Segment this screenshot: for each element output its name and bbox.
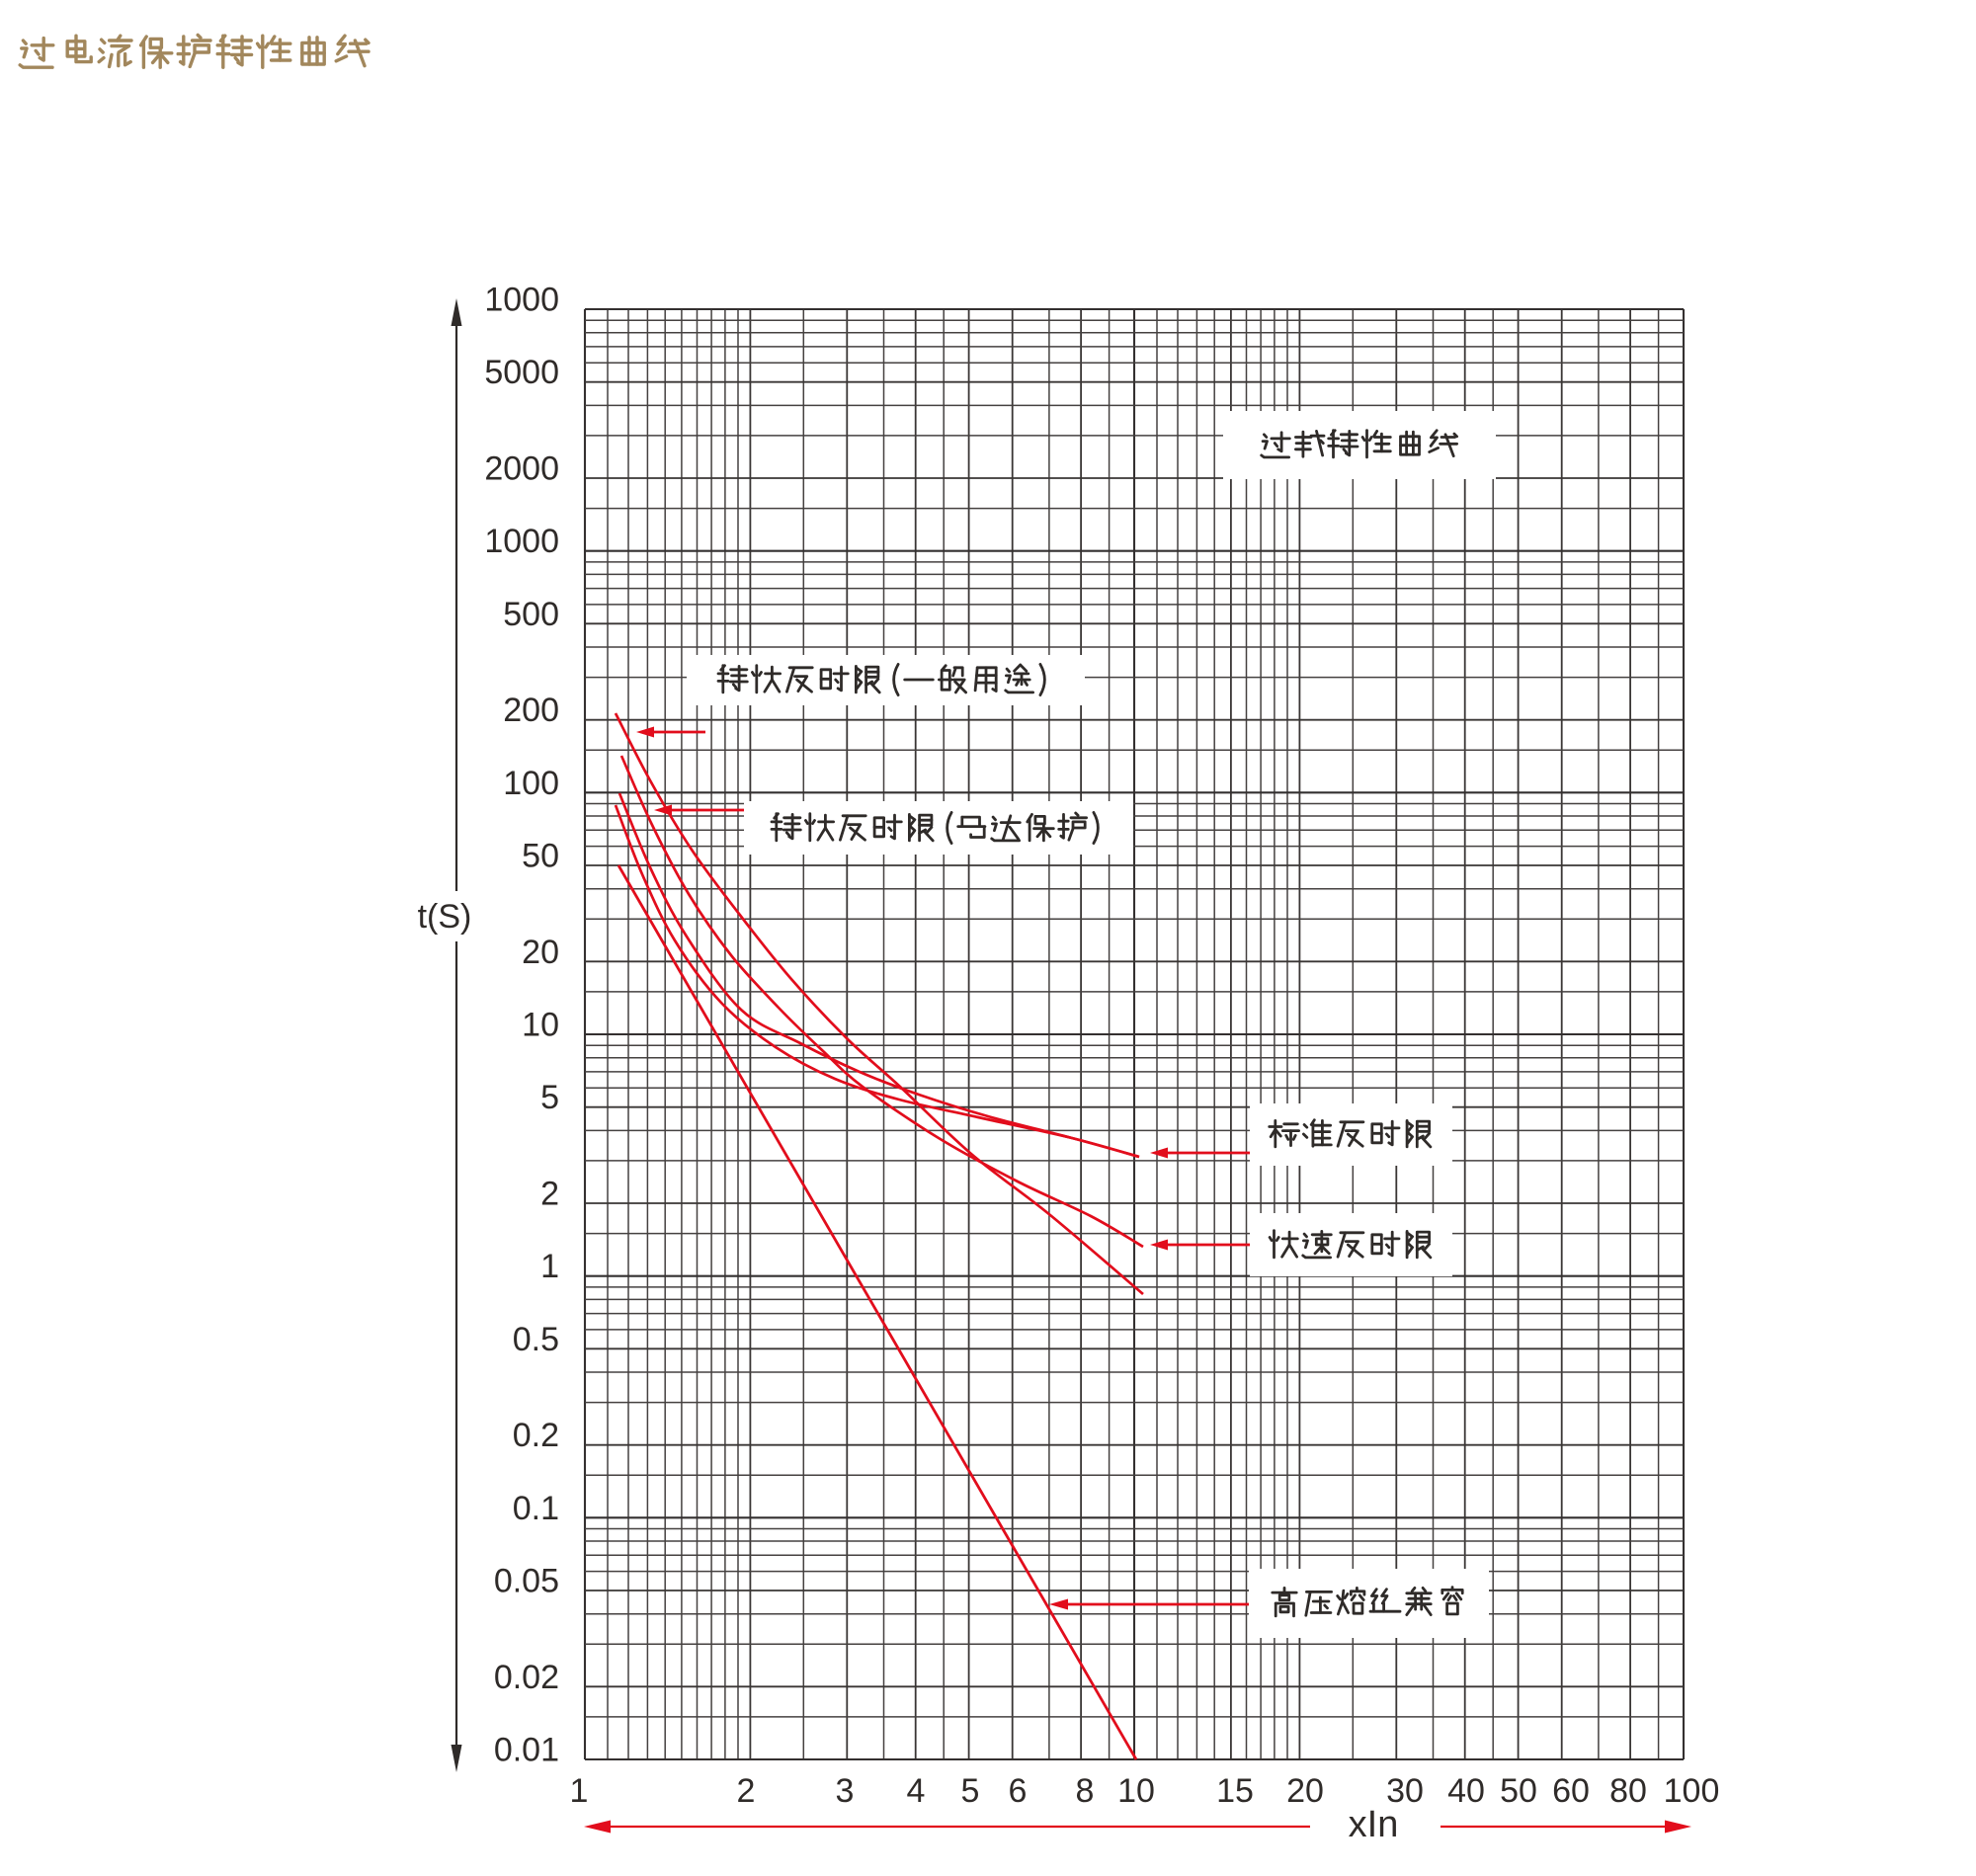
svg-text:0.02: 0.02: [494, 1659, 559, 1696]
svg-text:xIn: xIn: [1349, 1804, 1399, 1845]
svg-text:8: 8: [1076, 1772, 1095, 1810]
svg-text:20: 20: [522, 934, 559, 971]
svg-text:2000: 2000: [484, 450, 559, 488]
svg-text:200: 200: [503, 692, 559, 729]
svg-text:20: 20: [1286, 1772, 1324, 1810]
svg-text:0.05: 0.05: [494, 1563, 559, 1600]
svg-text:1: 1: [570, 1772, 589, 1810]
svg-text:100: 100: [503, 765, 559, 802]
svg-text:4: 4: [907, 1772, 926, 1810]
svg-text:15: 15: [1216, 1772, 1254, 1810]
svg-text:t(S): t(S): [418, 898, 472, 936]
svg-text:3: 3: [836, 1772, 855, 1810]
svg-text:10: 10: [522, 1007, 559, 1044]
svg-text:0.01: 0.01: [494, 1732, 559, 1769]
svg-text:10: 10: [1117, 1772, 1155, 1810]
svg-text:5: 5: [540, 1079, 559, 1116]
svg-text:1000: 1000: [484, 523, 559, 560]
svg-text:0.1: 0.1: [513, 1490, 559, 1527]
svg-text:100: 100: [1664, 1772, 1720, 1810]
svg-text:80: 80: [1609, 1772, 1647, 1810]
svg-text:2: 2: [540, 1176, 559, 1213]
svg-text:0.2: 0.2: [513, 1417, 559, 1454]
svg-text:50: 50: [1500, 1772, 1537, 1810]
svg-text:40: 40: [1447, 1772, 1485, 1810]
svg-text:60: 60: [1552, 1772, 1590, 1810]
svg-text:30: 30: [1386, 1772, 1424, 1810]
svg-text:5000: 5000: [484, 354, 559, 391]
svg-text:2: 2: [737, 1772, 756, 1810]
svg-text:6: 6: [1009, 1772, 1028, 1810]
svg-text:1000: 1000: [484, 282, 559, 319]
svg-text:50: 50: [522, 838, 559, 875]
svg-text:1: 1: [540, 1248, 559, 1285]
svg-text:500: 500: [503, 596, 559, 633]
svg-text:5: 5: [961, 1772, 980, 1810]
svg-text:0.5: 0.5: [513, 1321, 559, 1358]
